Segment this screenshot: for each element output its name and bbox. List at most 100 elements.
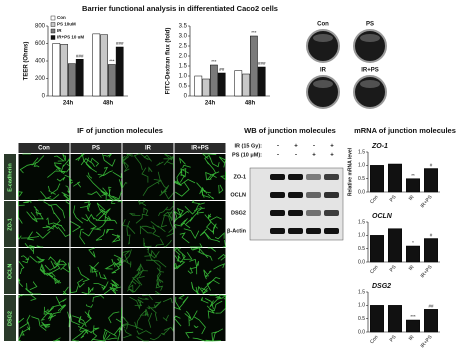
blot-band xyxy=(306,228,321,234)
x-tick-label: IR+PS xyxy=(420,264,434,280)
well-reflection xyxy=(313,80,333,88)
treatment-sign: - xyxy=(313,144,315,150)
y-tick-label: 1.0 xyxy=(358,303,365,309)
bar xyxy=(388,305,402,333)
significance-label: # xyxy=(430,233,433,238)
cell-membrane xyxy=(121,200,174,248)
bar xyxy=(194,75,203,97)
significance-label: *** xyxy=(109,59,115,64)
y-tick-label: 1.0 xyxy=(358,233,365,239)
cell-membrane xyxy=(18,247,70,295)
blot-band xyxy=(306,174,321,180)
bar xyxy=(202,78,210,97)
significance-label: ### xyxy=(258,61,266,66)
well-reflection xyxy=(313,34,333,42)
well-reflection xyxy=(360,34,380,42)
column-header xyxy=(70,143,122,153)
bar xyxy=(115,46,124,97)
bar xyxy=(370,305,384,333)
y-tick-label: 0 xyxy=(42,94,46,100)
treatment-sign: + xyxy=(330,153,334,159)
micrograph xyxy=(174,295,226,341)
blot-band xyxy=(270,174,285,180)
significance-label: ## xyxy=(219,67,225,72)
micrograph xyxy=(18,154,70,200)
legend-label: Con xyxy=(57,15,66,20)
y-tick-label: 0.5 xyxy=(179,84,188,90)
well-reflection xyxy=(360,80,380,88)
bar xyxy=(250,35,258,97)
y-tick-label: 0.0 xyxy=(358,259,365,265)
y-tick-label: 1.5 xyxy=(179,64,188,70)
bar xyxy=(100,34,108,97)
cell-membrane xyxy=(70,152,122,201)
bar xyxy=(217,72,226,97)
row-header xyxy=(4,201,16,247)
bar xyxy=(257,66,266,97)
x-tick-label: IR xyxy=(408,194,416,202)
row-header xyxy=(4,295,16,341)
if-title: IF of junction molecules xyxy=(77,126,163,135)
significance-label: ** xyxy=(411,173,415,178)
y-tick-label: 0.5 xyxy=(358,176,365,182)
legend-swatch xyxy=(50,15,56,21)
row-label: DSG2 xyxy=(7,311,13,326)
x-tick-label: PS xyxy=(389,334,398,343)
bar xyxy=(388,228,402,263)
significance-label: *** xyxy=(211,59,217,64)
cell-membrane xyxy=(173,200,226,248)
blot-band xyxy=(288,210,303,216)
row-label: E-cadherin xyxy=(7,163,13,192)
blot-band xyxy=(288,174,303,180)
y-axis-label: FITC-Dextran flux (fold) xyxy=(166,28,172,95)
cell-membrane xyxy=(17,294,70,342)
cell-membrane xyxy=(174,294,227,342)
blot-band xyxy=(270,228,285,234)
significance-label: *** xyxy=(410,314,416,319)
significance-label: ### xyxy=(116,41,124,46)
blot-band xyxy=(324,228,339,234)
x-tick-label: 48h xyxy=(103,101,114,107)
x-tick-label: PS xyxy=(389,194,398,203)
x-tick-label: 48h xyxy=(245,101,256,107)
micrograph xyxy=(18,295,70,341)
y-tick-label: 1.5 xyxy=(358,289,365,295)
y-tick-label: 400 xyxy=(35,59,46,65)
band-label: ZO-1 xyxy=(233,174,246,180)
bar xyxy=(406,245,420,263)
cell-membrane xyxy=(121,294,174,342)
well-label: IR xyxy=(320,68,327,74)
treatment-sign: + xyxy=(294,144,298,150)
significance-label: *** xyxy=(251,30,257,35)
column-label: Con xyxy=(38,146,50,152)
y-tick-label: 0.5 xyxy=(358,316,365,322)
y-tick-label: 1.5 xyxy=(358,149,365,155)
bar xyxy=(108,64,116,97)
row-header xyxy=(4,248,16,294)
chart-title: DSG2 xyxy=(372,283,391,290)
blot-band xyxy=(288,228,303,234)
y-tick-label: 1.0 xyxy=(358,163,365,169)
cell-membrane xyxy=(122,153,174,200)
wb-title: WB of junction molecules xyxy=(244,126,336,135)
treatment-label: PS (10 μM): xyxy=(232,152,262,158)
legend-label: PS 10uM xyxy=(57,22,76,27)
y-tick-label: 2.0 xyxy=(179,54,188,60)
bar xyxy=(60,44,68,97)
blot-band xyxy=(270,210,285,216)
legend-swatch xyxy=(50,22,56,27)
micrograph xyxy=(70,201,122,247)
significance-label: ### xyxy=(76,53,84,58)
treatment-sign: - xyxy=(295,153,297,159)
chart-title: ZO-1 xyxy=(371,143,388,150)
figure-title: Barrier functional analysis in different… xyxy=(82,4,278,13)
mrna-title: mRNA of junction molecules xyxy=(354,126,456,135)
bar xyxy=(68,63,76,97)
significance-label: # xyxy=(430,163,433,168)
cell-membrane xyxy=(122,247,167,295)
significance-label: * xyxy=(412,240,414,245)
bar xyxy=(424,309,438,333)
well-label: PS xyxy=(366,22,374,28)
x-tick-label: Con xyxy=(369,264,380,275)
